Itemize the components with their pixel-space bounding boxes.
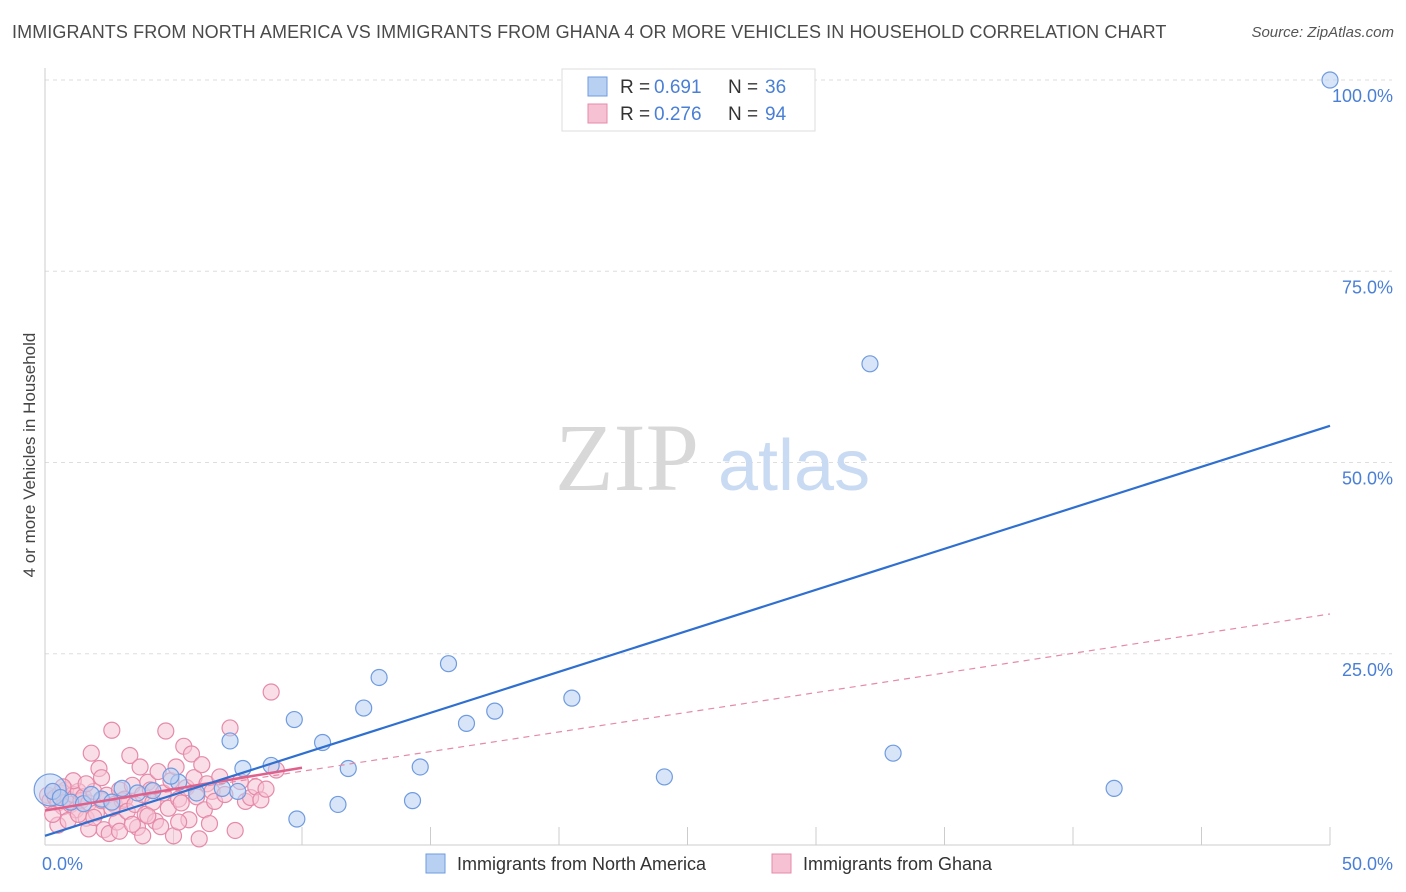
point-ghana-76: [262, 683, 280, 701]
point-ghana-60: [193, 756, 211, 774]
point-north-america-14: [285, 710, 303, 729]
bottom-legend-swatch-ghana: [771, 853, 792, 874]
x-tick-label-0: 0.0%: [42, 854, 83, 874]
top-legend: R = 0.691 N = 36 R = 0.276 N = 94: [561, 68, 816, 132]
point-north-america-27: [655, 768, 673, 786]
point-ghana-63: [200, 814, 219, 833]
point-north-america-15: [288, 810, 306, 828]
bottom-legend-label-north-america: Immigrants from North America: [457, 854, 707, 874]
point-north-america-17: [329, 795, 347, 814]
legend-swatch-north-america: [587, 76, 608, 97]
bottom-legend-label-ghana: Immigrants from Ghana: [803, 854, 993, 874]
tick-labels: 25.0% 50.0% 75.0% 100.0% 0.0% 50.0%: [42, 86, 1393, 874]
point-ghana-59: [190, 830, 208, 848]
point-north-america-28: [861, 355, 879, 373]
chart-title: IMMIGRANTS FROM NORTH AMERICA VS IMMIGRA…: [12, 22, 1167, 42]
legend-n-label-1: N =: [728, 77, 758, 98]
grid-lines: [45, 79, 1392, 655]
legend-n-value-2: 94: [765, 104, 787, 125]
point-north-america-25: [486, 702, 504, 720]
legend-r-label-2: R =: [620, 104, 650, 125]
point-north-america-32: [103, 793, 121, 811]
y-tick-label-1: 50.0%: [1342, 469, 1393, 489]
point-north-america-24: [457, 714, 476, 732]
trend-line-ghana-solid: [44, 766, 303, 812]
point-north-america-35: [162, 767, 180, 785]
point-north-america-30: [1105, 779, 1123, 797]
point-north-america-21: [403, 792, 422, 810]
point-ghana-69: [226, 821, 244, 840]
chart-source: Source: ZipAtlas.com: [1251, 24, 1394, 41]
point-ghana-92: [139, 807, 157, 825]
point-ghana-91: [123, 815, 141, 833]
bottom-legend-swatch-north-america: [425, 853, 446, 874]
legend-r-value-1: 0.691: [654, 77, 702, 98]
point-north-america-31: [1321, 71, 1339, 89]
point-ghana-93: [170, 813, 188, 831]
point-ghana-32: [121, 746, 139, 765]
point-north-america-23: [439, 655, 458, 673]
y-tick-label-3: 100.0%: [1332, 86, 1393, 106]
series-ghana: [38, 683, 285, 848]
legend-r-value-2: 0.276: [654, 104, 702, 125]
watermark-atlas: atlas: [718, 426, 870, 506]
point-north-america-19: [355, 699, 373, 717]
trend-lines: [44, 424, 1331, 837]
y-tick-label-2: 75.0%: [1342, 277, 1393, 297]
point-ghana-56: [182, 745, 201, 763]
point-ghana-86: [92, 769, 111, 787]
legend-swatch-ghana: [587, 103, 608, 124]
watermark: ZIP atlas: [555, 404, 870, 511]
point-north-america-26: [563, 689, 581, 707]
point-ghana-25: [103, 721, 121, 739]
legend-r-label-1: R =: [620, 77, 650, 98]
point-ghana-44: [152, 818, 170, 836]
point-ghana-52: [172, 794, 190, 812]
point-north-america-11: [229, 782, 247, 801]
point-north-america-29: [884, 744, 902, 762]
y-axis-label: 4 or more Vehicles in Household: [20, 333, 39, 578]
point-north-america-10: [221, 732, 239, 750]
point-north-america-20: [370, 668, 388, 687]
x-tick-label-1: 50.0%: [1342, 854, 1393, 874]
point-ghana-36: [131, 758, 149, 776]
point-north-america-34: [82, 785, 100, 804]
legend-n-label-2: N =: [728, 104, 758, 125]
point-ghana-75: [257, 780, 275, 798]
point-north-america-22: [411, 758, 429, 776]
trend-line-ghana-dashed: [44, 613, 1331, 812]
y-tick-label-0: 25.0%: [1342, 660, 1393, 680]
trend-line-north-america: [44, 424, 1331, 837]
legend-n-value-1: 36: [765, 77, 786, 98]
watermark-zip: ZIP: [555, 404, 699, 511]
bottom-legend: Immigrants from North America Immigrants…: [425, 853, 993, 874]
point-ghana-17: [82, 744, 100, 762]
point-ghana-83: [134, 827, 152, 845]
point-north-america-5: [113, 779, 131, 797]
point-ghana-46: [157, 722, 175, 740]
